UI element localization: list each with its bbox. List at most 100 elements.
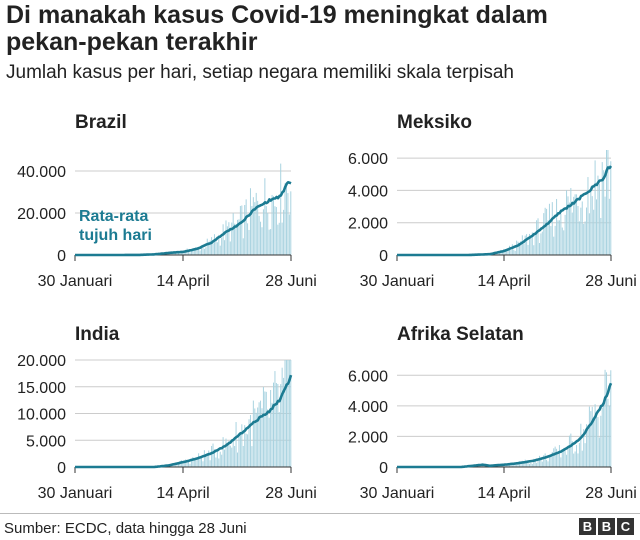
- daily-bar: [275, 207, 277, 255]
- daily-bar: [225, 438, 227, 467]
- daily-bar: [521, 460, 523, 467]
- daily-bar: [497, 465, 499, 467]
- daily-bar: [252, 400, 254, 467]
- daily-bar: [596, 199, 598, 255]
- daily-bar: [270, 229, 272, 255]
- daily-bar: [218, 234, 220, 255]
- daily-bar: [203, 450, 205, 467]
- daily-bar: [508, 465, 510, 467]
- daily-bar: [524, 235, 526, 255]
- daily-bar: [248, 419, 250, 467]
- daily-bar: [212, 443, 214, 467]
- daily-bar: [176, 252, 178, 255]
- x-tick-label: 28 Juni: [585, 273, 637, 290]
- daily-bar: [254, 202, 256, 255]
- daily-bar: [264, 178, 266, 255]
- daily-bar: [281, 367, 283, 467]
- daily-bar: [607, 150, 609, 255]
- daily-bar: [531, 463, 533, 467]
- daily-bar: [601, 407, 603, 467]
- daily-bar: [281, 222, 283, 255]
- daily-bar: [254, 408, 256, 467]
- daily-bar: [288, 360, 290, 467]
- daily-bar: [193, 458, 195, 467]
- daily-bar: [183, 252, 185, 255]
- daily-bar: [550, 226, 552, 255]
- x-tick-label: 28 Juni: [265, 485, 317, 502]
- daily-bar: [261, 408, 263, 467]
- x-tick-label: 28 Juni: [585, 485, 637, 502]
- daily-bar: [550, 454, 552, 467]
- y-tick-label: 0: [57, 460, 66, 477]
- daily-bar: [244, 425, 246, 467]
- daily-bar: [277, 383, 279, 467]
- daily-bar: [544, 207, 546, 255]
- daily-bar: [215, 239, 217, 255]
- daily-bar: [238, 219, 240, 255]
- daily-bar: [273, 382, 275, 467]
- daily-bar: [201, 457, 203, 467]
- daily-bar: [546, 208, 548, 255]
- x-tick-label: 14 April: [156, 273, 209, 290]
- daily-bar: [262, 386, 264, 467]
- daily-bar: [280, 384, 282, 467]
- daily-bar: [523, 243, 525, 255]
- daily-bar: [209, 240, 211, 255]
- x-tick-label: 28 Juni: [265, 273, 317, 290]
- daily-bar: [258, 215, 260, 255]
- daily-bar: [537, 218, 539, 255]
- daily-bar: [237, 219, 239, 255]
- daily-bar: [260, 221, 262, 255]
- daily-bar: [541, 461, 543, 467]
- daily-bar: [606, 372, 608, 467]
- daily-bar: [280, 163, 282, 255]
- daily-bar: [182, 462, 184, 467]
- daily-bar: [560, 213, 562, 255]
- daily-bar: [239, 433, 241, 467]
- daily-bar: [221, 454, 223, 467]
- daily-bar: [597, 175, 599, 255]
- daily-bar: [202, 245, 204, 255]
- daily-bar: [507, 248, 509, 255]
- y-tick-label: 0: [379, 248, 388, 265]
- daily-bar: [581, 201, 583, 255]
- daily-bar: [501, 252, 503, 255]
- daily-bar: [222, 224, 224, 255]
- daily-bar: [511, 465, 513, 467]
- daily-bar: [580, 423, 582, 467]
- bbc-logo-letter: C: [617, 518, 634, 535]
- daily-bar: [221, 237, 223, 255]
- charts-grid: Brazil 0 20.000 40.000 30 Januari 14 April 28 …: [17, 112, 637, 502]
- daily-bar: [169, 253, 171, 255]
- daily-bar: [206, 238, 208, 255]
- daily-bar: [544, 453, 546, 467]
- daily-bar: [586, 207, 588, 255]
- daily-bar: [608, 198, 610, 255]
- daily-bar: [224, 449, 226, 467]
- daily-bar: [242, 238, 244, 255]
- daily-bar: [576, 445, 578, 467]
- daily-bar: [189, 252, 191, 255]
- daily-bar: [606, 150, 608, 255]
- daily-bar: [527, 244, 529, 255]
- daily-bar: [202, 461, 204, 467]
- daily-bar: [591, 196, 593, 255]
- daily-bar: [216, 242, 218, 255]
- daily-bar: [558, 220, 560, 255]
- seven-day-average-line: [397, 382, 613, 469]
- daily-bar: [553, 448, 555, 467]
- daily-bar: [173, 252, 175, 255]
- daily-bar: [563, 447, 565, 467]
- daily-bar: [290, 360, 292, 467]
- daily-bar: [514, 250, 516, 255]
- daily-bar: [510, 249, 512, 255]
- daily-bar: [208, 241, 210, 255]
- daily-bar: [235, 422, 237, 467]
- chart-panel: Meksiko 0 2.000 4.000 6.000 30 Januari 14 Apri…: [348, 112, 637, 290]
- daily-bar: [249, 414, 251, 467]
- daily-bar: [530, 462, 532, 467]
- daily-bar: [590, 186, 592, 255]
- daily-bar: [271, 402, 273, 467]
- daily-bar: [536, 462, 538, 467]
- daily-bar: [537, 458, 539, 467]
